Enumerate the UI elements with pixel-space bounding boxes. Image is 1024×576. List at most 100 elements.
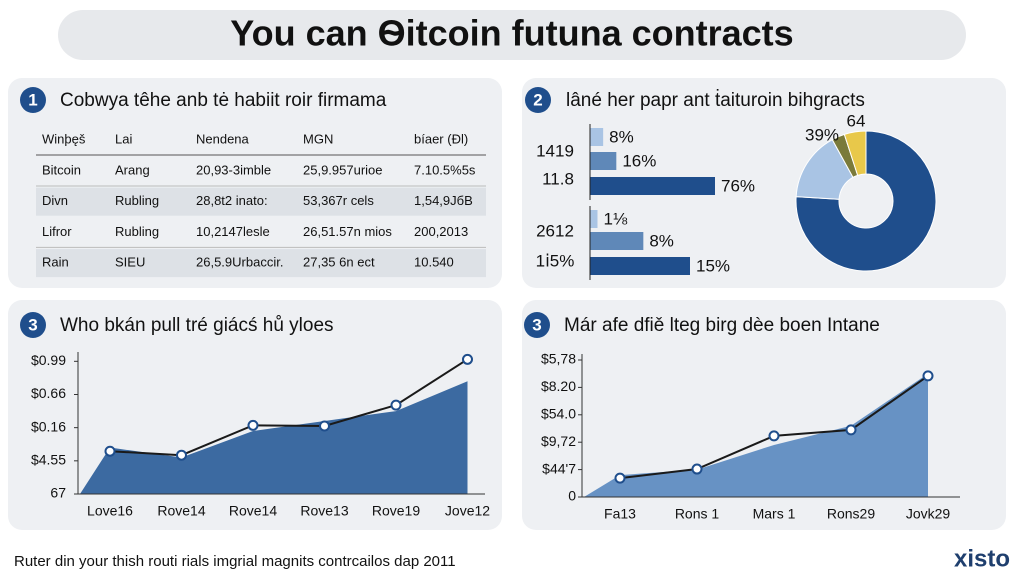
y-tick-label: $54.0 [541,406,576,422]
y-tick-label: $5,78 [541,351,576,367]
area [80,381,468,494]
badge-number: 2 [533,90,542,109]
x-tick-label: Fa13 [604,506,636,522]
point [247,419,259,431]
table-cell: 25,9.957urioe [303,162,383,177]
table-cell: 26,5.9Urbaccir. [196,255,283,270]
side-label: 1ⅰ5% [536,251,575,270]
table-cell: Arang [115,162,150,177]
brand: xisto [954,545,1010,572]
point [768,430,780,442]
point [922,370,934,382]
badge [525,87,551,113]
point [614,472,626,484]
bar-label: 8% [609,127,634,146]
bar [590,152,617,170]
footer-text: Ruter din your thish routi rials imgrial… [14,553,456,570]
table-cell: SIEU [115,255,145,270]
donut-slice [843,130,867,176]
table-cell: 10.540 [414,255,454,270]
bar [590,210,598,228]
table-cell: Rain [42,255,69,270]
bar [590,177,715,195]
point [176,449,187,461]
table-header: MGN [303,131,333,146]
table-cell: 28,8t2 inato: [196,193,268,208]
side-label: 2612 [536,221,574,240]
y-tick-label: $9,72 [541,433,576,449]
point [462,353,473,365]
donut-label: 39% [805,125,839,144]
area [584,373,928,497]
bar [590,232,644,250]
table-row-bg [36,249,486,278]
table-row-bg [36,187,486,216]
y-tick-label: $0.99 [31,352,66,368]
x-tick-label: Rove14 [229,503,277,519]
x-tick-label: Love16 [87,503,133,519]
point [319,420,330,432]
y-tick-label: 67 [50,485,66,501]
table-cell: 27,35 6n ect [303,255,375,270]
bar-label: 1⅛ [604,209,628,228]
bar-label: 16% [622,151,656,170]
bar-label: 8% [649,231,674,250]
y-tick-label: $0.66 [31,385,66,401]
y-tick-label: $4.55 [31,452,66,468]
table-cell: Bitcoin [42,162,81,177]
table-header: Lai [115,131,132,146]
page-title: You can Ѳitcoin futuna contracts [230,13,793,54]
side-label: 11.8 [542,169,574,188]
title-bar [58,10,966,60]
table-cell: Rubling [115,193,159,208]
y-tick-label: 0 [568,488,576,504]
donut-slice [795,130,937,272]
x-tick-label: Jove12 [445,503,490,519]
x-tick-label: Rons29 [827,506,875,522]
y-tick-label: $8.20 [541,378,576,394]
badge-number: 3 [532,315,541,334]
x-tick-label: Mars 1 [753,506,796,522]
x-tick-label: Rove14 [157,503,205,519]
point [104,445,116,457]
x-tick-label: Jovk29 [906,506,951,522]
table-header: Winþęš [42,131,86,146]
x-tick-label: Rove13 [300,503,348,519]
y-tick-label: $44'7 [542,460,576,476]
badge-number: 1 [28,90,37,109]
table-cell: 26,51.57n mios [303,224,392,239]
badge [524,312,550,338]
badge [20,87,46,113]
panel-title: Who bkán pull tré giácś hů yloes [60,315,334,336]
x-tick-label: Rove19 [372,503,420,519]
table-cell: Divn [42,193,68,208]
point [691,463,703,475]
table-cell: Rubling [115,224,159,239]
table-header: Nendena [196,131,250,146]
point [390,399,402,411]
bar [590,257,690,275]
panel [8,78,502,288]
table-cell: 53,367r cels [303,193,374,208]
table-cell: Lifror [42,224,72,239]
bar-label: 15% [696,256,730,275]
y-tick-label: $0.16 [31,418,66,434]
point [845,424,857,436]
table-cell: 20,93-3imble [196,162,271,177]
panel-title: Már afe dfiě lteg birg dèe boen Intane [564,315,880,336]
x-tick-label: Rons 1 [675,506,720,522]
panel-title: lâné her papr ant ṫaituroin bihgracts [566,90,865,111]
bar [590,128,604,146]
bar-label: 76% [721,176,755,195]
panel-title: Cobwya têhe anb tė habiit roir firmama [60,90,387,111]
badge [20,312,46,338]
table-cell: 10,2147lesle [196,224,270,239]
table-cell: 1,54,9JбB [414,193,473,208]
table-cell: 7.10.5%5s [414,162,476,177]
table-header: bíaer (Ðl) [414,131,468,146]
badge-number: 3 [28,315,37,334]
table-cell: 200,2013 [414,224,468,239]
donut-label: 64 [847,111,866,130]
line [109,358,469,457]
